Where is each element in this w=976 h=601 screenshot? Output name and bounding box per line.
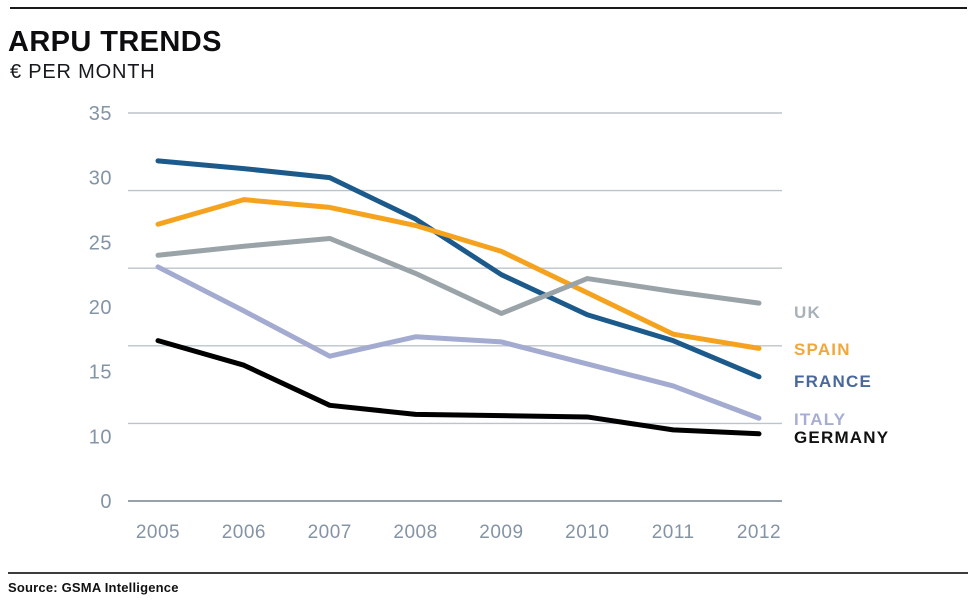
x-axis-year-label: 2008 (393, 522, 437, 543)
top-rule (10, 7, 967, 9)
legend-label-germany: GERMANY (794, 428, 889, 447)
legend-label-france: FRANCE (794, 372, 872, 391)
line-italy (155, 264, 762, 421)
x-axis-year-label: 2011 (652, 522, 695, 543)
x-axis-year-label: 2007 (308, 522, 352, 543)
x-axis-year-label: 2009 (479, 522, 523, 543)
x-axis-year-label: 2006 (222, 522, 266, 543)
y-axis-tick-label: 35 (89, 103, 112, 125)
x-axis-year-label: 2005 (136, 522, 180, 543)
page-title: ARPU TRENDS (8, 26, 222, 58)
legend-label-italy: ITALY (794, 410, 846, 429)
y-axis-tick-label: 30 (89, 168, 112, 190)
y-axis-tick-label: 20 (89, 297, 112, 319)
source-rule (8, 572, 968, 574)
x-axis-year-label: 2012 (737, 522, 781, 543)
legend-label-uk: UK (794, 303, 821, 322)
line-uk (155, 235, 762, 316)
line-germany (155, 338, 762, 437)
y-axis-tick-label: 10 (89, 426, 112, 448)
y-axis-tick-label: 25 (89, 232, 112, 254)
page-subtitle: € PER MONTH (10, 61, 156, 83)
line-spain (155, 197, 762, 351)
y-axis-tick-label: 15 (89, 362, 112, 384)
source-note: Source: GSMA Intelligence (8, 580, 179, 595)
x-axis-year-label: 2010 (565, 522, 609, 543)
y-axis-tick-label: 0 (100, 491, 112, 513)
legend-label-spain: SPAIN (794, 340, 851, 359)
line-france (155, 158, 762, 380)
